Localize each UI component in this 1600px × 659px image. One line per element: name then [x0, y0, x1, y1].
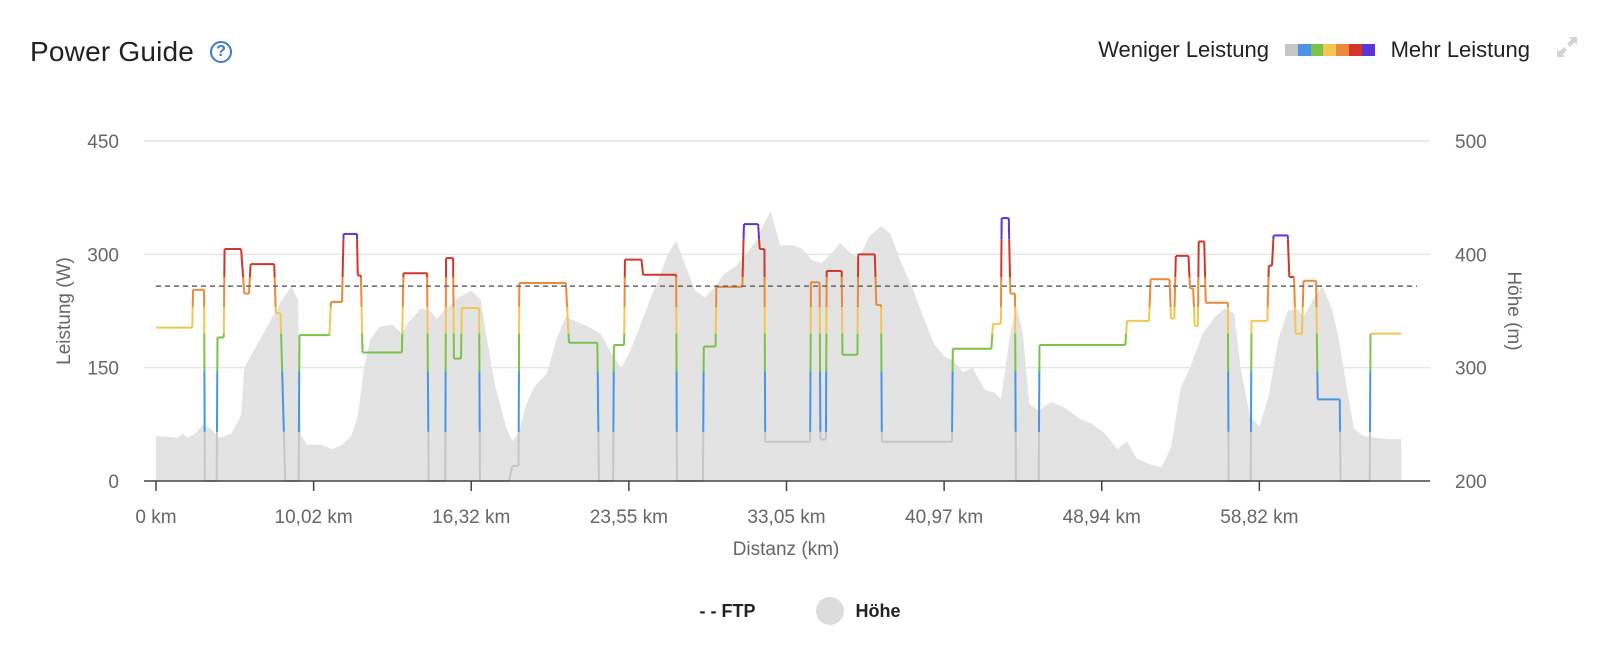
power-segment	[282, 431, 287, 482]
power-segment	[341, 239, 345, 278]
power-segment	[1192, 288, 1195, 308]
scale-color-5	[1348, 44, 1362, 56]
power-segment	[874, 276, 878, 305]
scale-color-1	[1297, 44, 1311, 56]
power-segment	[1204, 276, 1207, 303]
power-segment	[990, 333, 994, 349]
power-segment	[1270, 239, 1275, 266]
y-tick-label: 150	[87, 359, 119, 380]
power-segment	[248, 276, 251, 294]
power-segment	[757, 224, 761, 240]
elevation-area	[156, 211, 1402, 482]
power-segment	[280, 333, 284, 372]
power-segment	[279, 313, 283, 334]
chart-header: Power Guide ?	[30, 30, 233, 74]
power-segment	[359, 276, 363, 308]
x-tick-label: 33,05 km	[747, 507, 825, 528]
power-segment	[401, 307, 404, 334]
scale-color-4	[1336, 44, 1349, 56]
power-segment	[273, 276, 277, 308]
x-tick-label: 10,02 km	[275, 507, 353, 528]
legend-ftp-label: - - FTP	[699, 600, 756, 621]
power-segment	[240, 248, 245, 278]
y-tick-label: 0	[108, 472, 119, 493]
power-segment	[248, 264, 252, 278]
power-segment	[340, 276, 344, 302]
power-segment	[1148, 279, 1152, 308]
power-elevation-chart: 0 km 10,02 km 16,32 km 23,55 km 33,05 km 40,9…	[54, 132, 1524, 560]
x-tick-label: 48,94 km	[1063, 507, 1141, 528]
scale-high-label: Mehr Leistung	[1390, 37, 1530, 62]
power-segment	[1124, 333, 1128, 346]
power-segment	[360, 307, 364, 334]
power-segment	[1315, 333, 1319, 372]
x-tick-label: 0 km	[135, 507, 176, 528]
power-segment	[1192, 307, 1196, 327]
y-right-tick-label: 300	[1455, 359, 1487, 380]
power-scale: Weniger Leistung Mehr Leistung	[1098, 30, 1530, 70]
chart-legend: - - FTP Höhe	[0, 596, 1600, 626]
power-segment	[873, 254, 877, 278]
power-segment	[1266, 276, 1270, 308]
y-tick-label: 300	[87, 245, 119, 266]
scale-color-6	[1361, 44, 1375, 56]
power-segment	[242, 276, 246, 294]
elevation-series	[156, 211, 1402, 482]
scale-color-0	[1285, 44, 1298, 56]
power-segment	[1188, 276, 1192, 289]
power-segment	[1148, 307, 1151, 321]
legend-ftp[interactable]: - - FTP	[700, 601, 756, 622]
power-segment	[1125, 320, 1128, 334]
scale-low-label: Weniger Leistung	[1098, 37, 1269, 62]
x-tick-label: 16,32 km	[432, 507, 510, 528]
x-axis-label: Distanz (km)	[733, 539, 840, 560]
power-segment	[1286, 239, 1291, 278]
page-title: Power Guide	[30, 36, 195, 67]
power-segment	[401, 276, 405, 308]
power-segment	[281, 371, 285, 432]
y-tick-label: 450	[87, 132, 119, 153]
expand-arrows-icon[interactable]	[1554, 34, 1580, 60]
power-segment	[1293, 307, 1297, 334]
power-segment	[741, 239, 745, 278]
legend-elevation[interactable]: Höhe	[815, 597, 901, 625]
legend-elevation-dot	[815, 597, 844, 625]
power-segment	[566, 307, 570, 334]
power-segment	[1173, 276, 1177, 308]
power-segment	[758, 239, 761, 250]
power-segment	[640, 259, 645, 275]
x-tick-label: 58,82 km	[1220, 507, 1298, 528]
y-right-tick-label: 500	[1455, 132, 1487, 153]
power-segment	[1293, 276, 1296, 308]
power-segment	[1174, 255, 1177, 278]
power-segment	[597, 431, 600, 482]
scale-color-3	[1323, 44, 1337, 56]
power-segment	[1168, 279, 1172, 308]
y-right-tick-label: 200	[1455, 472, 1487, 493]
legend-elevation-label: Höhe	[855, 600, 901, 621]
question-circle-icon[interactable]: ?	[210, 41, 233, 63]
chart-axes: 0 km 10,02 km 16,32 km 23,55 km 33,05 km 40,9…	[87, 132, 1486, 528]
y-axis-label: Leistung (W)	[54, 257, 75, 365]
power-segment	[328, 307, 332, 334]
y-axis-right-label: Höhe (m)	[1503, 271, 1524, 350]
y-right-tick-label: 400	[1455, 245, 1487, 266]
scale-color-2	[1310, 44, 1324, 56]
power-segment	[951, 371, 954, 432]
power-segment	[1300, 307, 1304, 334]
power-segment	[508, 465, 514, 482]
power-segment	[1008, 239, 1011, 278]
x-tick-label: 40,97 km	[905, 507, 983, 528]
power-segment	[991, 323, 994, 334]
x-tick-label: 23,55 km	[590, 507, 668, 528]
power-segment	[596, 371, 600, 432]
power-segment	[564, 282, 569, 308]
power-segment	[1203, 241, 1207, 278]
power-segment	[1187, 255, 1191, 278]
power-segment	[356, 239, 359, 276]
power-color-scale	[1285, 44, 1375, 56]
power-segment	[1301, 280, 1305, 308]
power-line	[156, 217, 1402, 482]
